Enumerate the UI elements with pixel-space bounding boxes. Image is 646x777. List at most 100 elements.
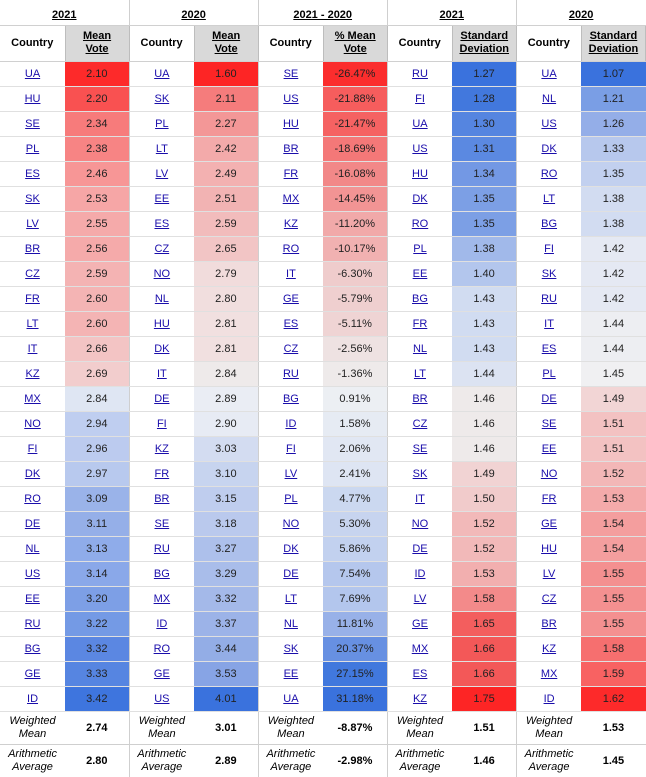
country-code-link[interactable]: GE bbox=[386, 611, 453, 637]
country-code-link[interactable]: US bbox=[386, 136, 453, 162]
country-code-link[interactable]: NL bbox=[386, 336, 453, 362]
country-code-link[interactable]: NO bbox=[128, 261, 195, 287]
country-code-link[interactable]: ID bbox=[515, 686, 582, 712]
country-code-link[interactable]: NL bbox=[128, 286, 195, 312]
country-code-link[interactable]: NO bbox=[257, 511, 324, 537]
country-code-link[interactable]: RO bbox=[515, 161, 582, 187]
country-code-link[interactable]: BR bbox=[128, 486, 195, 512]
country-code-link[interactable]: UA bbox=[257, 686, 324, 712]
country-code-link[interactable]: CZ bbox=[257, 336, 324, 362]
country-code-link[interactable]: FR bbox=[0, 286, 66, 312]
country-code-link[interactable]: DE bbox=[257, 561, 324, 587]
country-code-link[interactable]: ID bbox=[128, 611, 195, 637]
country-code-link[interactable]: MX bbox=[0, 386, 66, 412]
country-code-link[interactable]: CZ bbox=[0, 261, 66, 287]
country-code-link[interactable]: CZ bbox=[515, 586, 582, 612]
country-code-link[interactable]: HU bbox=[386, 161, 453, 187]
country-code-link[interactable]: SE bbox=[386, 436, 453, 462]
country-code-link[interactable]: IT bbox=[0, 336, 66, 362]
country-code-link[interactable]: EE bbox=[386, 261, 453, 287]
country-code-link[interactable]: UA bbox=[0, 61, 66, 87]
country-code-link[interactable]: HU bbox=[257, 111, 324, 137]
country-column-header[interactable]: Country bbox=[0, 25, 66, 62]
country-column-header[interactable]: Country bbox=[128, 25, 195, 62]
country-code-link[interactable]: LT bbox=[0, 311, 66, 337]
country-code-link[interactable]: ES bbox=[257, 311, 324, 337]
value-column-header[interactable]: Mean Vote bbox=[64, 25, 130, 62]
country-code-link[interactable]: ID bbox=[0, 686, 66, 712]
country-code-link[interactable]: SE bbox=[257, 61, 324, 87]
country-code-link[interactable]: DE bbox=[128, 386, 195, 412]
country-code-link[interactable]: RU bbox=[257, 361, 324, 387]
country-code-link[interactable]: IT bbox=[128, 361, 195, 387]
country-code-link[interactable]: FR bbox=[128, 461, 195, 487]
country-code-link[interactable]: FR bbox=[515, 486, 582, 512]
country-code-link[interactable]: DE bbox=[386, 536, 453, 562]
country-code-link[interactable]: UA bbox=[128, 61, 195, 87]
country-code-link[interactable]: US bbox=[0, 561, 66, 587]
country-code-link[interactable]: LV bbox=[257, 461, 324, 487]
country-code-link[interactable]: EE bbox=[257, 661, 324, 687]
country-code-link[interactable]: US bbox=[257, 86, 324, 112]
value-column-header[interactable]: Mean Vote bbox=[193, 25, 259, 62]
country-code-link[interactable]: GE bbox=[128, 661, 195, 687]
country-code-link[interactable]: RU bbox=[0, 611, 66, 637]
country-code-link[interactable]: HU bbox=[0, 86, 66, 112]
country-code-link[interactable]: UA bbox=[515, 61, 582, 87]
value-column-header[interactable]: Standard Deviation bbox=[451, 25, 517, 62]
country-code-link[interactable]: LV bbox=[128, 161, 195, 187]
country-code-link[interactable]: NL bbox=[515, 86, 582, 112]
country-code-link[interactable]: NO bbox=[515, 461, 582, 487]
country-code-link[interactable]: DE bbox=[515, 386, 582, 412]
country-code-link[interactable]: SE bbox=[128, 511, 195, 537]
country-code-link[interactable]: CZ bbox=[128, 236, 195, 262]
country-code-link[interactable]: SK bbox=[386, 461, 453, 487]
country-code-link[interactable]: ES bbox=[515, 336, 582, 362]
country-code-link[interactable]: RO bbox=[128, 636, 195, 662]
country-column-header[interactable]: Country bbox=[515, 25, 582, 62]
country-code-link[interactable]: SK bbox=[128, 86, 195, 112]
country-code-link[interactable]: MX bbox=[257, 186, 324, 212]
country-code-link[interactable]: HU bbox=[128, 311, 195, 337]
country-code-link[interactable]: BR bbox=[257, 136, 324, 162]
country-code-link[interactable]: DK bbox=[128, 336, 195, 362]
country-code-link[interactable]: ID bbox=[386, 561, 453, 587]
country-code-link[interactable]: LV bbox=[515, 561, 582, 587]
country-code-link[interactable]: EE bbox=[128, 186, 195, 212]
country-code-link[interactable]: FI bbox=[257, 436, 324, 462]
country-code-link[interactable]: KZ bbox=[128, 436, 195, 462]
country-code-link[interactable]: SK bbox=[0, 186, 66, 212]
country-code-link[interactable]: DK bbox=[386, 186, 453, 212]
country-code-link[interactable]: BG bbox=[128, 561, 195, 587]
country-code-link[interactable]: FI bbox=[128, 411, 195, 437]
country-code-link[interactable]: HU bbox=[515, 536, 582, 562]
country-code-link[interactable]: LV bbox=[386, 586, 453, 612]
country-code-link[interactable]: PL bbox=[515, 361, 582, 387]
country-code-link[interactable]: GE bbox=[0, 661, 66, 687]
value-column-header[interactable]: % Mean Vote bbox=[322, 25, 388, 62]
country-code-link[interactable]: BG bbox=[257, 386, 324, 412]
country-code-link[interactable]: KZ bbox=[386, 686, 453, 712]
country-code-link[interactable]: RU bbox=[128, 536, 195, 562]
country-code-link[interactable]: IT bbox=[515, 311, 582, 337]
country-code-link[interactable]: NO bbox=[0, 411, 66, 437]
country-code-link[interactable]: SE bbox=[0, 111, 66, 137]
country-code-link[interactable]: IT bbox=[257, 261, 324, 287]
country-code-link[interactable]: SE bbox=[515, 411, 582, 437]
country-code-link[interactable]: DK bbox=[515, 136, 582, 162]
country-code-link[interactable]: KZ bbox=[515, 636, 582, 662]
country-code-link[interactable]: FR bbox=[257, 161, 324, 187]
country-code-link[interactable]: RO bbox=[257, 236, 324, 262]
country-code-link[interactable]: KZ bbox=[0, 361, 66, 387]
country-code-link[interactable]: MX bbox=[128, 586, 195, 612]
country-code-link[interactable]: LT bbox=[257, 586, 324, 612]
country-code-link[interactable]: BG bbox=[0, 636, 66, 662]
country-code-link[interactable]: RU bbox=[386, 61, 453, 87]
country-code-link[interactable]: ID bbox=[257, 411, 324, 437]
country-code-link[interactable]: KZ bbox=[257, 211, 324, 237]
country-code-link[interactable]: BR bbox=[386, 386, 453, 412]
country-code-link[interactable]: DK bbox=[257, 536, 324, 562]
country-code-link[interactable]: LV bbox=[0, 211, 66, 237]
country-code-link[interactable]: SK bbox=[257, 636, 324, 662]
country-code-link[interactable]: ES bbox=[386, 661, 453, 687]
